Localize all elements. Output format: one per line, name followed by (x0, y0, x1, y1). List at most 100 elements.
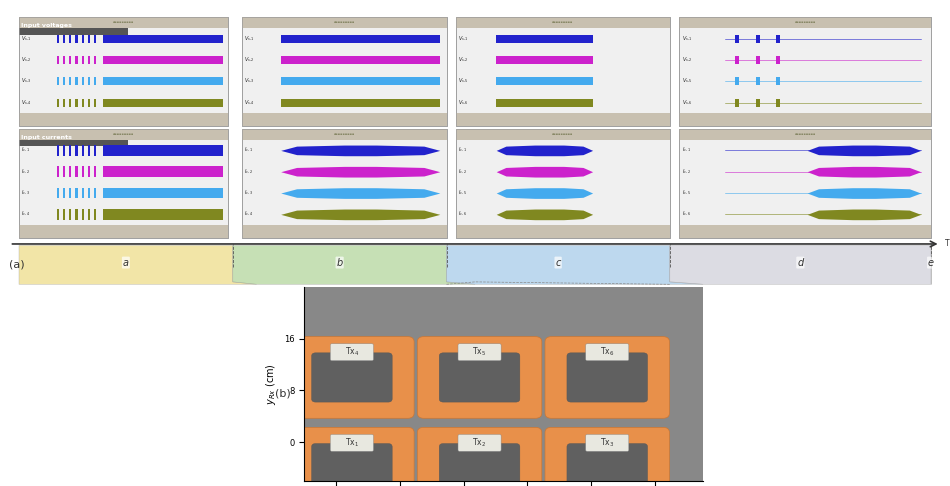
Bar (755, 77, 760, 86)
Bar (19, 17, 228, 126)
Bar (242, 129, 446, 140)
Bar (679, 129, 931, 238)
Text: $V_{s,3}$: $V_{s,3}$ (21, 77, 32, 86)
Text: Tx$_5$: Tx$_5$ (472, 346, 486, 359)
Bar (63, 77, 65, 86)
Bar (496, 56, 593, 64)
FancyBboxPatch shape (290, 337, 414, 418)
Text: $V_{s,2}$: $V_{s,2}$ (458, 56, 468, 64)
Bar (679, 225, 931, 238)
Bar (280, 99, 440, 106)
Bar (63, 166, 65, 177)
Text: e: e (928, 258, 934, 268)
Text: $I_{c,1}$: $I_{c,1}$ (244, 146, 254, 155)
Text: ▪▪▪▪▪▪▪▪▪: ▪▪▪▪▪▪▪▪▪ (113, 20, 134, 24)
Text: Tx$_4$: Tx$_4$ (345, 346, 359, 359)
FancyBboxPatch shape (331, 344, 373, 361)
Bar (456, 225, 670, 238)
Bar (755, 99, 760, 106)
Bar (63, 188, 65, 198)
Bar (735, 35, 739, 43)
Bar (19, 113, 228, 126)
Bar (735, 56, 739, 64)
Bar (456, 17, 670, 126)
Text: $V_{s,4}$: $V_{s,4}$ (244, 99, 256, 106)
Text: $I_{c,2}$: $I_{c,2}$ (21, 168, 30, 176)
FancyBboxPatch shape (586, 344, 629, 361)
Bar (103, 35, 223, 43)
Text: ▪▪▪▪▪▪▪▪▪: ▪▪▪▪▪▪▪▪▪ (333, 20, 355, 24)
Bar (88, 209, 90, 220)
Bar (69, 35, 71, 43)
Bar (456, 17, 670, 28)
Bar (679, 17, 931, 28)
Bar (679, 129, 931, 140)
Bar (63, 99, 65, 106)
Text: Tx$_6$: Tx$_6$ (600, 346, 615, 359)
Bar (63, 209, 65, 220)
Bar (69, 99, 71, 106)
Bar (94, 188, 96, 198)
Text: $V_{s,5}$: $V_{s,5}$ (458, 77, 469, 86)
Bar (776, 35, 780, 43)
Bar (280, 77, 440, 86)
Bar (19, 17, 127, 35)
Bar (82, 166, 84, 177)
Text: $V_{s,6}$: $V_{s,6}$ (682, 99, 693, 106)
Text: $V_{s,1}$: $V_{s,1}$ (244, 35, 255, 43)
Bar (82, 56, 84, 64)
Polygon shape (446, 245, 703, 284)
Bar (242, 129, 446, 238)
Bar (75, 166, 78, 177)
Bar (103, 145, 223, 156)
Bar (69, 209, 71, 220)
Bar (242, 17, 446, 126)
Bar (103, 188, 223, 198)
Bar (82, 35, 84, 43)
Text: b: b (336, 258, 343, 268)
Bar (88, 35, 90, 43)
Bar (69, 77, 71, 86)
Bar (19, 129, 228, 140)
Bar (242, 17, 446, 28)
Bar (456, 129, 670, 140)
Text: ▪▪▪▪▪▪▪▪▪: ▪▪▪▪▪▪▪▪▪ (552, 132, 574, 136)
Bar (94, 209, 96, 220)
FancyBboxPatch shape (545, 337, 670, 418)
Bar (242, 113, 446, 126)
Bar (735, 99, 739, 106)
Polygon shape (233, 245, 475, 284)
Bar (75, 35, 78, 43)
Bar (88, 188, 90, 198)
Bar (19, 129, 228, 238)
Text: $I_{c,3}$: $I_{c,3}$ (244, 189, 254, 197)
Text: ▪▪▪▪▪▪▪▪▪: ▪▪▪▪▪▪▪▪▪ (333, 132, 355, 136)
Text: $I_{c,2}$: $I_{c,2}$ (244, 168, 253, 176)
Text: Tx$_3$: Tx$_3$ (600, 436, 615, 449)
Bar (75, 188, 78, 198)
FancyBboxPatch shape (439, 353, 520, 402)
Bar (496, 99, 593, 106)
Bar (75, 145, 78, 156)
Bar (94, 145, 96, 156)
Bar (755, 56, 760, 64)
Bar (776, 77, 780, 86)
Bar (88, 99, 90, 106)
FancyBboxPatch shape (312, 353, 392, 402)
Text: $V_{s,1}$: $V_{s,1}$ (682, 35, 693, 43)
Bar (103, 99, 223, 106)
Bar (19, 129, 127, 146)
Bar (755, 35, 760, 43)
Bar (496, 77, 593, 86)
Text: $I_{c,2}$: $I_{c,2}$ (682, 168, 691, 176)
FancyBboxPatch shape (417, 427, 542, 486)
Text: $I_{c,4}$: $I_{c,4}$ (244, 210, 254, 218)
Text: $I_{c,4}$: $I_{c,4}$ (21, 210, 30, 218)
Bar (57, 99, 59, 106)
Bar (88, 77, 90, 86)
Bar (19, 17, 228, 28)
Text: $I_{c,5}$: $I_{c,5}$ (458, 189, 467, 197)
Text: a: a (123, 258, 129, 268)
Bar (280, 56, 440, 64)
Bar (75, 209, 78, 220)
